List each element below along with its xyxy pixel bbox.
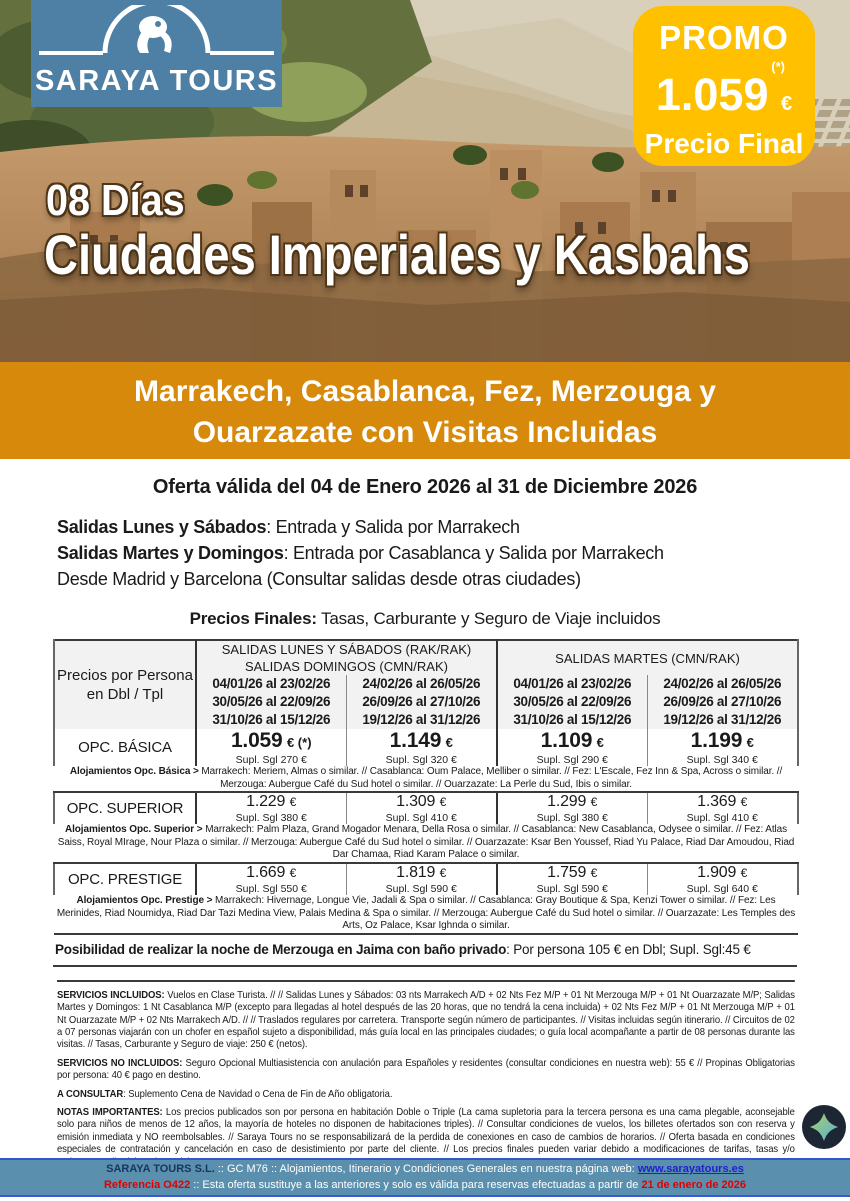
logo-wordmark: SARAYA TOURS [34, 65, 279, 97]
price-cell: 1.229 € Supl. Sgl 380 € [196, 792, 347, 825]
option-label: OPC. SUPERIOR [53, 792, 197, 825]
departure-line-1: Salidas Lunes y Sábados: Entrada y Salid… [57, 517, 520, 537]
banner-line-2: Ouarzazate con Visitas Incluidas [192, 416, 658, 449]
departure-line-2: Salidas Martes y Domingos: Entrada por C… [57, 543, 664, 563]
servicios-incluidos: SERVICIOS INCLUIDOS: Vuelos en Clase Tur… [57, 989, 795, 1051]
bird-arch-logo-icon [39, 0, 274, 55]
promo-price: 1.059 € [655, 69, 793, 120]
date-range-col-2: 24/02/26 al 26/05/26 26/09/26 al 27/10/26… [346, 675, 498, 729]
departures-info: Salidas Lunes y Sábados: Entrada y Salid… [57, 514, 850, 592]
offer-validity: Oferta válida del 04 de Enero 2026 al 31… [152, 476, 698, 498]
trip-duration: 08 Días [46, 176, 185, 225]
price-cell: 1.309 € Supl. Sgl 410 € [346, 792, 498, 825]
jaima-option-note: Posibilidad de realizar la noche de Merz… [53, 935, 797, 967]
option-label: OPC. PRESTIGE [53, 862, 197, 895]
promo-final-label: Precio Final [644, 128, 804, 159]
row-opcion-prestige: OPC. PRESTIGE 1.669 € Supl. Sgl 550 € 1.8… [53, 862, 799, 895]
trip-title: Ciudades Imperiales y Kasbahs [44, 223, 750, 286]
fine-print: SERVICIOS INCLUIDOS: Vuelos en Clase Tur… [57, 979, 795, 1169]
a-consultar: A CONSULTAR: Suplemento Cena de Navidad … [57, 1088, 393, 1100]
row-opcion-basica: OPC. BÁSICA 1.059 € (*) Supl. Sgl 270 € 1… [53, 729, 799, 766]
group-header-martes: SALIDAS MARTES (CMN/RAK) [497, 640, 799, 675]
price-cell: 1.299 € Supl. Sgl 380 € [497, 792, 648, 825]
euro-sign: € [781, 93, 793, 115]
person-header: Precios por Persona en Dbl / Tpl [53, 640, 197, 729]
option-label: OPC. BÁSICA [53, 729, 197, 766]
date-range-col-4: 24/02/26 al 26/05/26 26/09/26 al 27/10/26… [647, 675, 799, 729]
price-cell: 1.909 € Supl. Sgl 640 € [647, 862, 799, 895]
note-row-prestige: Alojamientos Opc. Prestige > Marrakech: … [54, 894, 798, 935]
footer-line-2: Referencia O422 :: Esta oferta sustituye… [103, 1179, 746, 1191]
date-range-col-3: 04/01/26 al 23/02/26 30/05/26 al 22/09/26… [497, 675, 648, 729]
price-cell: 1.149 € Supl. Sgl 320 € [346, 729, 498, 766]
final-prices-note: Precios Finales: Tasas, Carburante y Seg… [189, 609, 661, 628]
price-cell: 1.109 € Supl. Sgl 290 € [497, 729, 648, 766]
price-cell: 1.369 € Supl. Sgl 410 € [647, 792, 799, 825]
note-row-superior: Alojamientos Opc. Superior > Marrakech: … [54, 824, 798, 864]
banner-line-1: Marrakech, Casablanca, Fez, Merzouga y [134, 375, 716, 408]
promo-title: PROMO [659, 19, 789, 56]
price-cell: 1.059 € (*) Supl. Sgl 270 € [196, 729, 347, 766]
date-range-col-1: 04/01/26 al 23/02/26 30/05/26 al 22/09/26… [196, 675, 347, 729]
price-cell: 1.759 € Supl. Sgl 590 € [497, 862, 648, 895]
promo-asterisk: (*) [771, 59, 785, 74]
departure-line-3: Desde Madrid y Barcelona (Consultar sali… [57, 569, 581, 589]
group-header-lun-sab: SALIDAS LUNES Y SÁBADOS (RAK/RAK) SALIDAS… [196, 640, 498, 675]
servicios-no-incluidos: SERVICIOS NO INCLUIDOS: Seguro Opcional … [57, 1057, 795, 1082]
price-cell: 1.819 € Supl. Sgl 590 € [346, 862, 498, 895]
footer-bar: SARAYA TOURS S.L. :: GC M76 :: Alojamien… [0, 1158, 850, 1197]
destinations-banner: Marrakech, Casablanca, Fez, Merzouga y O… [0, 362, 850, 459]
price-cell: 1.669 € Supl. Sgl 550 € [196, 862, 347, 895]
footer-company: SARAYA TOURS S.L. [106, 1163, 215, 1175]
promo-badge: PROMO (*) 1.059 € Precio Final [633, 6, 815, 166]
footer-reference: Referencia O422 [103, 1179, 191, 1191]
price-cell: 1.199 € Supl. Sgl 340 € [647, 729, 799, 766]
company-logo: SARAYA TOURS [31, 0, 282, 107]
row-opcion-superior: OPC. SUPERIOR 1.229 € Supl. Sgl 380 € 1.3… [53, 792, 799, 825]
widget-star-icon [802, 1105, 846, 1149]
hero-section: SARAYA TOURS PROMO (*) 1.059 € Precio Fi… [0, 0, 850, 362]
floating-widget-badge[interactable] [801, 1104, 847, 1150]
price-table: Precios por Persona en Dbl / Tpl SALIDAS … [53, 639, 799, 935]
footer-line-1: SARAYA TOURS S.L. :: GC M76 :: Alojamien… [106, 1163, 744, 1175]
footer-website-link[interactable]: www.sarayatours.es [637, 1163, 744, 1175]
note-row-basica: Alojamientos Opc. Básica > Marrakech: Me… [54, 766, 798, 794]
footer-ref-date: 21 de enero de 2026 [641, 1179, 746, 1191]
